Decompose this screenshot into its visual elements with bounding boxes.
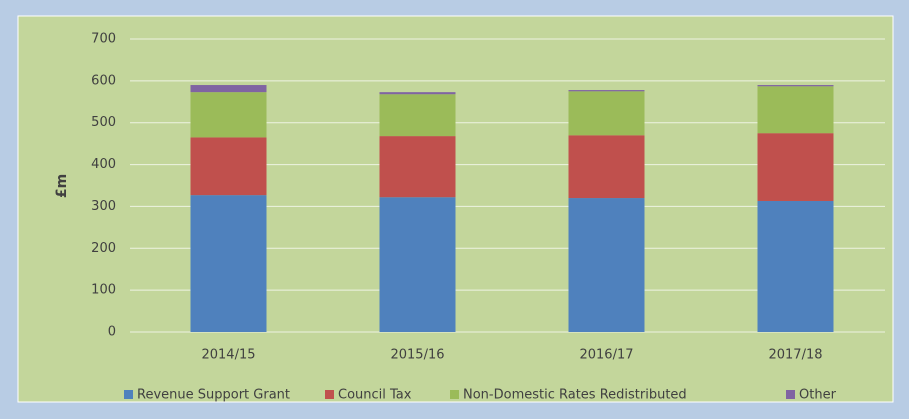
bar-segment [190, 92, 267, 138]
y-axis-label: £m [54, 174, 70, 198]
y-tick-label: 200 [91, 241, 116, 256]
bar-segment [568, 198, 645, 332]
legend-label: Revenue Support Grant [137, 388, 290, 403]
x-tick-label: 2017/18 [768, 348, 822, 363]
legend-label: Council Tax [338, 388, 412, 403]
y-tick-label: 300 [91, 199, 116, 214]
bar-segment [757, 85, 834, 87]
bar-segment [757, 133, 834, 201]
x-tick-label: 2016/17 [579, 348, 633, 363]
legend-swatch [786, 390, 795, 399]
y-tick-label: 600 [91, 73, 116, 88]
bar-segment [190, 137, 267, 196]
bar-segment [568, 135, 645, 199]
x-tick-label: 2014/15 [201, 348, 255, 363]
y-tick-label: 400 [91, 157, 116, 172]
x-tick-label: 2015/16 [390, 348, 444, 363]
bar-segment [568, 90, 645, 92]
legend-label: Non-Domestic Rates Redistributed [463, 388, 687, 403]
y-tick-label: 100 [91, 283, 116, 298]
bar-segment [379, 94, 456, 137]
legend-swatch [450, 390, 459, 399]
bar-segment [757, 200, 834, 332]
legend-swatch [124, 390, 133, 399]
legend-swatch [325, 390, 334, 399]
y-tick-label: 0 [108, 325, 116, 340]
bar-segment [379, 92, 456, 95]
bar-segment [190, 85, 267, 93]
y-tick-label: 700 [91, 32, 116, 47]
y-tick-label: 500 [91, 115, 116, 130]
bar-segment [190, 195, 267, 332]
legend-label: Other [799, 388, 837, 403]
bar-segment [379, 136, 456, 198]
bar-segment [757, 86, 834, 134]
bar-segment [568, 91, 645, 136]
bar-segment [379, 197, 456, 332]
